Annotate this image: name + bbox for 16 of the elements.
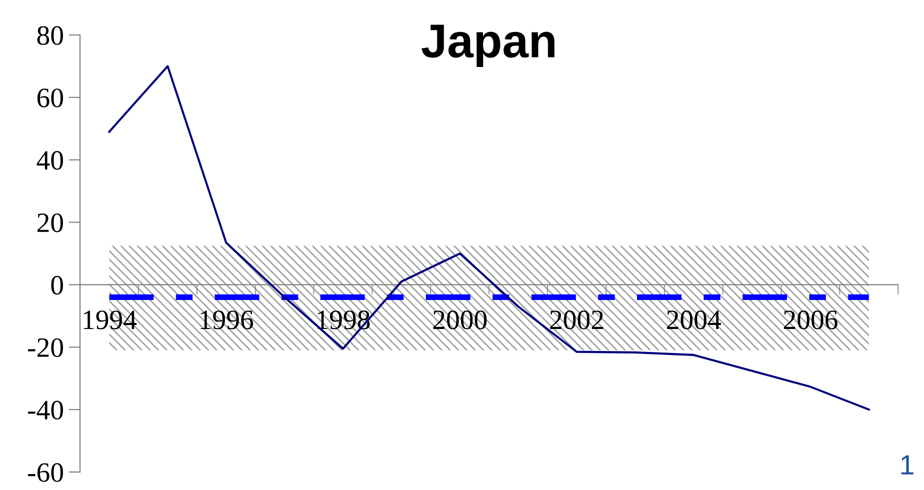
y-tick-label: -40 [28,400,63,420]
text: 1 [901,455,914,474]
y-tick-label: 40 [36,151,63,170]
x-tick-label: 2000 [433,310,487,330]
x-tick-label: 2004 [667,310,721,330]
x-tick-label: 2002 [550,310,603,330]
chart-title: Japan [422,24,554,68]
y-tick-label: -20 [28,338,63,358]
y-tick-label: 20 [37,213,63,232]
y-tick-label: 80 [37,26,63,45]
x-tick-label: 1996 [200,310,254,330]
y-tick-label: 0 [51,276,63,295]
x-tick-label: 1994 [84,310,137,330]
y-tick-label: 60 [37,88,63,108]
x-tick-label: 2006 [784,310,838,330]
y-tick-label: -60 [28,463,63,482]
